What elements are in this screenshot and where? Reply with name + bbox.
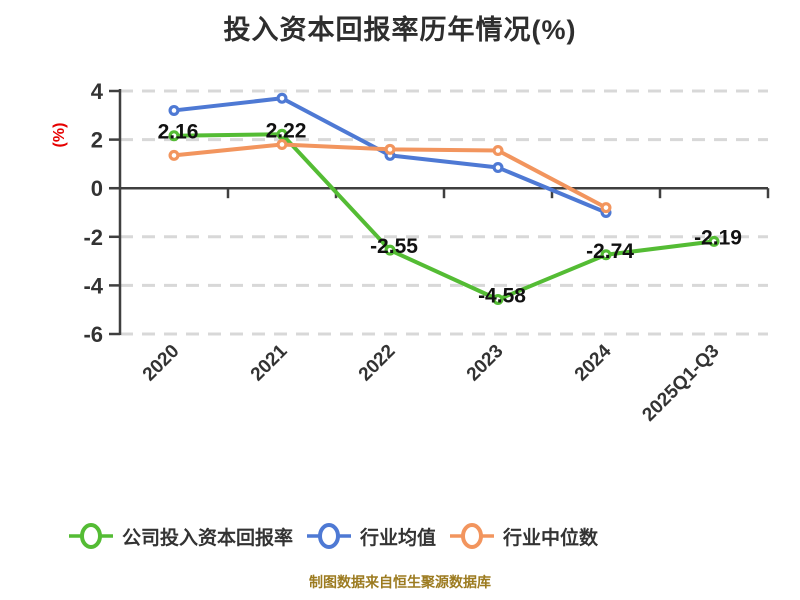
legend-item-2[interactable]: 行业中位数 xyxy=(449,521,598,551)
x-axis-tick-label: 2023 xyxy=(463,341,508,386)
x-axis-tick-label: 2025Q1-Q3 xyxy=(638,341,723,426)
data-point-center xyxy=(495,165,501,170)
data-point-label: -2.74 xyxy=(586,240,634,263)
data-point-label: 2.16 xyxy=(158,121,199,144)
x-axis-tick-label: 2021 xyxy=(247,340,292,385)
legend-label: 行业均值 xyxy=(360,527,437,549)
legend-item-1[interactable]: 行业均值 xyxy=(306,521,436,551)
data-point-center xyxy=(495,148,501,153)
data-point-center xyxy=(603,205,609,210)
legend: 公司投入资本回报率 行业均值 行业中位数 xyxy=(68,521,598,551)
legend-marker-icon xyxy=(307,523,352,549)
legend-label: 公司投入资本回报率 xyxy=(122,527,294,549)
chart-title: 投入资本回报率历年情况(%) xyxy=(223,15,577,45)
y-axis-tick-label: 2 xyxy=(91,128,103,153)
data-point-center xyxy=(171,108,177,113)
data-point-center xyxy=(171,133,177,139)
data-point-center xyxy=(711,239,717,244)
y-axis-tick-label: 0 xyxy=(91,176,103,201)
legend-label: 行业中位数 xyxy=(503,527,599,549)
y-axis-tick-label: 4 xyxy=(91,79,104,104)
data-point-center xyxy=(279,95,285,101)
x-axis-tick-label: 2024 xyxy=(571,340,616,385)
data-point-center xyxy=(171,153,177,158)
data-point-center xyxy=(279,142,285,147)
data-point-center xyxy=(387,247,393,253)
legend-item-0[interactable]: 公司投入资本回报率 xyxy=(68,521,293,551)
data-point-label: -2.55 xyxy=(370,235,418,258)
legend-marker-icon xyxy=(450,523,495,549)
series-line xyxy=(172,132,716,302)
legend-marker-icon xyxy=(69,523,113,549)
data-point-center xyxy=(603,252,609,258)
data-point-center xyxy=(495,297,501,302)
data-point-label: -2.19 xyxy=(694,226,742,249)
data-point-label: -4.58 xyxy=(478,284,526,307)
y-axis-tick-label: -4 xyxy=(83,273,103,298)
y-axis-tick-label: -2 xyxy=(83,225,103,250)
y-axis-tick-label: -6 xyxy=(83,322,103,347)
data-point-center xyxy=(279,131,285,137)
data-point-center xyxy=(387,147,393,152)
footer-note: 制图数据来自恒生聚源数据库 xyxy=(309,574,491,590)
x-axis-tick-label: 2020 xyxy=(139,341,184,386)
x-axis-tick-label: 2022 xyxy=(355,341,400,386)
data-point-label: 2.22 xyxy=(266,119,307,142)
